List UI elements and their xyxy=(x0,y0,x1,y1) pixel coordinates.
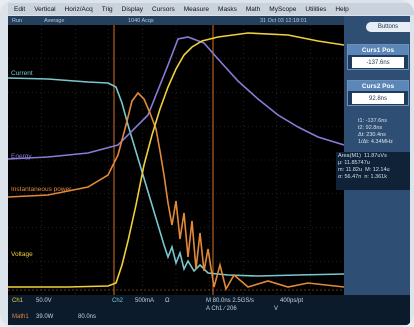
meas-name: Area(M1) xyxy=(338,153,361,159)
math-timebase: 80.0ns xyxy=(78,314,97,320)
meas-value: 11.87uVs xyxy=(363,153,387,159)
menu-item-display[interactable]: Display xyxy=(121,5,143,13)
menu-item-vertical[interactable]: Vertical xyxy=(34,5,56,13)
cursor2-position-control[interactable]: Curs2 Pos 92.8ns xyxy=(347,80,409,106)
grid-lines xyxy=(8,25,344,295)
menu-item-math[interactable]: Math xyxy=(245,5,261,13)
readout-delta-t: Δt: 230.4ns xyxy=(358,132,386,138)
math-label[interactable]: Math1 xyxy=(12,314,29,320)
meas-stddev: σ: 56.47n xyxy=(338,174,362,180)
menu-item-myscope[interactable]: MyScope xyxy=(269,5,297,13)
instantaneous-power-label: Instantaneous power xyxy=(11,186,72,193)
date-time: 31 Oct 03 12:18:01 xyxy=(260,17,307,24)
menu-item-edit[interactable]: Edit xyxy=(14,5,26,13)
acquisition-count: 1040 Acqs xyxy=(128,17,154,24)
trigger-unit: V xyxy=(274,306,279,312)
timebase[interactable]: M 80.0ns 2.5GS/s xyxy=(206,298,255,304)
waveform-display[interactable]: Current Energy Instantaneous power Volta… xyxy=(8,25,344,295)
ch2-label[interactable]: Ch2 xyxy=(112,298,124,304)
meas-min: m: 11.82u xyxy=(338,167,363,173)
readout-t2: t2: 92.8ns xyxy=(358,125,383,131)
cursor2-value[interactable]: 92.8ns xyxy=(352,93,404,104)
voltage-trace xyxy=(8,32,344,288)
menu-item-measure[interactable]: Measure xyxy=(183,5,210,13)
menu-item-horizacq[interactable]: Horiz/Acq xyxy=(64,5,93,13)
record-resolution: 400ps/pt xyxy=(280,298,304,304)
ch2-impedance: Ω xyxy=(165,298,170,304)
ch1-scale[interactable]: 50.0V xyxy=(36,298,52,304)
graticule xyxy=(8,25,344,295)
meas-mean: μ: 11.85747u xyxy=(338,160,370,166)
current-trace xyxy=(8,77,344,277)
menu-item-masks[interactable]: Masks xyxy=(218,5,237,13)
readout-frequency: 1/Δt: 4.34MHz xyxy=(358,139,393,145)
ch2-scale[interactable]: 500mA xyxy=(135,298,155,304)
cursor1-title: Curs1 Pos xyxy=(348,45,408,55)
menu-bar: Edit Vertical Horiz/Acq Trig Display Cursors M… xyxy=(8,3,414,15)
voltage-label: Voltage xyxy=(11,251,33,258)
energy-label: Energy xyxy=(11,153,32,160)
cursor2-title: Curs2 Pos xyxy=(348,81,408,91)
cursor1-position-control[interactable]: Curs1 Pos -137.6ns xyxy=(347,44,409,70)
meas-max: M: 12.14u xyxy=(365,167,390,173)
readout-t1: t1: -137.6ns xyxy=(358,118,388,124)
energy-trace xyxy=(8,36,344,160)
run-status: Run xyxy=(12,17,23,24)
trigger-setting[interactable]: A Ch1 ∕ 206 xyxy=(206,306,237,312)
meas-count: n: 1.361k xyxy=(364,174,387,180)
math-scale[interactable]: 39.0W xyxy=(36,314,54,320)
channel-settings-bar: Ch1 50.0V Ch2 500mA Ω M 80.0ns 2.5GS/s 4… xyxy=(8,295,410,325)
menu-item-cursors[interactable]: Cursors xyxy=(151,5,175,13)
menu-item-utilities[interactable]: Utilities xyxy=(305,5,327,13)
menu-item-help[interactable]: Help xyxy=(335,5,349,13)
acquisition-mode: Average xyxy=(44,17,65,24)
measurement-panel: Area(M1) 11.87uVs μ: 11.85747u m: 11.82u… xyxy=(336,152,410,190)
instantaneous-power-trace xyxy=(8,91,344,292)
ch1-label[interactable]: Ch1 xyxy=(12,298,24,304)
cursor-readout: t1: -137.6ns t2: 92.8ns Δt: 230.4ns 1/Δt… xyxy=(344,118,410,146)
cursor1-value[interactable]: -137.6ns xyxy=(352,57,404,68)
current-label: Current xyxy=(11,70,33,77)
menu-item-trig[interactable]: Trig xyxy=(101,5,113,13)
status-bar: Run Average 1040 Acqs 31 Oct 03 12:18:01 xyxy=(8,16,344,25)
buttons-toggle[interactable]: Buttons xyxy=(366,22,410,32)
